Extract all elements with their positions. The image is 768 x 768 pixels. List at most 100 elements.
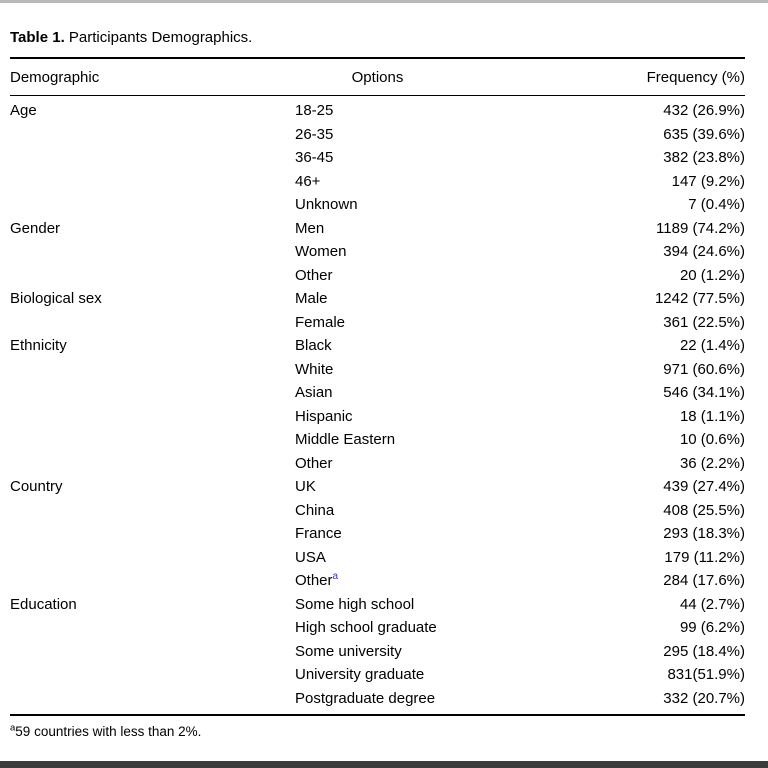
table-row: Female 361 (22.5%) (10, 311, 745, 335)
cell-frequency: 147 (9.2%) (671, 172, 745, 190)
option-label: Hispanic (295, 407, 353, 425)
table-row: Postgraduate degree 332 (20.7%) (10, 687, 745, 716)
cell-frequency: 18 (1.1%) (679, 407, 745, 425)
option-label: Unknown (295, 196, 358, 213)
cell-frequency: 439 (27.4%) (663, 478, 745, 495)
option-label: 36-45 (295, 149, 334, 166)
option-label: Other (295, 266, 333, 284)
table-row: Women 394 (24.6%) (10, 240, 745, 264)
option-label: Middle Eastern (295, 431, 396, 448)
cell-option: Other (295, 264, 460, 288)
option-label: Some high school (295, 595, 415, 613)
table-row: Education Some high school 44 (2.7%) (10, 593, 745, 617)
cell-demographic: Age (10, 102, 37, 119)
cell-option: Asian (295, 381, 460, 405)
table-row: 36-45 382 (23.8%) (10, 146, 745, 170)
cell-frequency: 20 (1.2%) (679, 266, 745, 284)
option-label: Women (295, 243, 347, 260)
option-label: Some university (295, 642, 402, 660)
table-row: Other 36 (2.2%) (10, 452, 745, 476)
cell-frequency: 44 (2.7%) (679, 595, 745, 613)
cell-demographic: Gender (10, 219, 61, 237)
cell-frequency: 332 (20.7%) (663, 689, 745, 707)
option-label: 18-25 (295, 102, 334, 119)
table-row: USA 179 (11.2%) (10, 546, 745, 570)
cell-option: Unknown (295, 193, 460, 217)
cell-demographic: Education (10, 595, 77, 613)
cell-frequency: 284 (17.6%) (663, 572, 745, 589)
cell-option: Hispanic (295, 405, 460, 429)
cell-option: France (295, 522, 460, 546)
cell-option: Other (295, 452, 460, 476)
page-top-border (0, 0, 768, 3)
cell-frequency: 432 (26.9%) (663, 102, 745, 119)
option-label: UK (295, 478, 316, 495)
table-header-row: Demographic Options Frequency (%) (10, 58, 745, 96)
cell-demographic (10, 123, 295, 147)
table-row: University graduate 831(51.9%) (10, 663, 745, 687)
option-label: Female (295, 313, 346, 331)
table-row: Other 20 (1.2%) (10, 264, 745, 288)
table-row: Hispanic 18 (1.1%) (10, 405, 745, 429)
column-header-options: Options (295, 58, 460, 96)
cell-frequency: 36 (2.2%) (679, 454, 745, 472)
option-label: White (295, 360, 334, 378)
table-row: France 293 (18.3%) (10, 522, 745, 546)
cell-option: White (295, 358, 460, 382)
cell-demographic: Country (10, 478, 63, 495)
footnote-text: 59 countries with less than 2%. (15, 724, 202, 739)
option-label: Male (295, 290, 328, 307)
cell-option: Middle Eastern (295, 428, 460, 452)
cell-demographic (10, 452, 295, 476)
option-label: Other (295, 454, 333, 472)
table-row: Ethnicity Black 22 (1.4%) (10, 334, 745, 358)
table-row: Country UK 439 (27.4%) (10, 475, 745, 499)
cell-option: High school graduate (295, 616, 460, 640)
option-label: Asian (295, 384, 333, 401)
cell-demographic (10, 616, 295, 640)
cell-option: Othera (295, 569, 460, 593)
cell-demographic (10, 193, 295, 217)
cell-option: Women (295, 240, 460, 264)
table-body: Age 18-25 432 (26.9%) 26-35 635 (39.6%) 36-45… (10, 96, 745, 716)
table-row: Gender Men 1189 (74.2%) (10, 217, 745, 241)
cell-demographic (10, 546, 295, 570)
cell-demographic (10, 522, 295, 546)
table-row: Biological sex Male 1242 (77.5%) (10, 287, 745, 311)
footnote-marker: a (10, 722, 16, 734)
footnote-link-superscript[interactable]: a (332, 571, 339, 582)
table-row: Asian 546 (34.1%) (10, 381, 745, 405)
cell-option: USA (295, 546, 460, 570)
cell-frequency: 7 (0.4%) (688, 196, 745, 213)
cell-option: 36-45 (295, 146, 460, 170)
page-bottom-border (0, 761, 768, 768)
table-header: Demographic Options Frequency (%) (10, 58, 745, 96)
table-row: High school graduate 99 (6.2%) (10, 616, 745, 640)
cell-demographic (10, 381, 295, 405)
option-label: Other (295, 572, 333, 589)
table-row: White 971 (60.6%) (10, 358, 745, 382)
cell-option: 26-35 (295, 123, 460, 147)
cell-option: Female (295, 311, 460, 335)
table-row: China 408 (25.5%) (10, 499, 745, 523)
cell-demographic (10, 311, 295, 335)
cell-frequency: 1189 (74.2%) (656, 219, 745, 237)
cell-frequency: 361 (22.5%) (663, 313, 745, 331)
cell-frequency: 179 (11.2%) (664, 548, 745, 566)
cell-demographic (10, 405, 295, 429)
cell-frequency: 295 (18.4%) (663, 642, 745, 660)
cell-demographic (10, 428, 295, 452)
cell-frequency: 382 (23.8%) (663, 149, 745, 166)
cell-demographic: Ethnicity (10, 337, 67, 354)
table-caption-label: Table 1. (10, 29, 65, 46)
option-label: Black (295, 337, 332, 354)
cell-demographic (10, 663, 295, 687)
cell-frequency: 1242 (77.5%) (654, 290, 745, 307)
table-row: Unknown 7 (0.4%) (10, 193, 745, 217)
cell-option: Black (295, 334, 460, 358)
cell-demographic (10, 146, 295, 170)
cell-frequency: 546 (34.1%) (663, 384, 745, 401)
table-row: Some university 295 (18.4%) (10, 640, 745, 664)
cell-option: Male (295, 287, 460, 311)
